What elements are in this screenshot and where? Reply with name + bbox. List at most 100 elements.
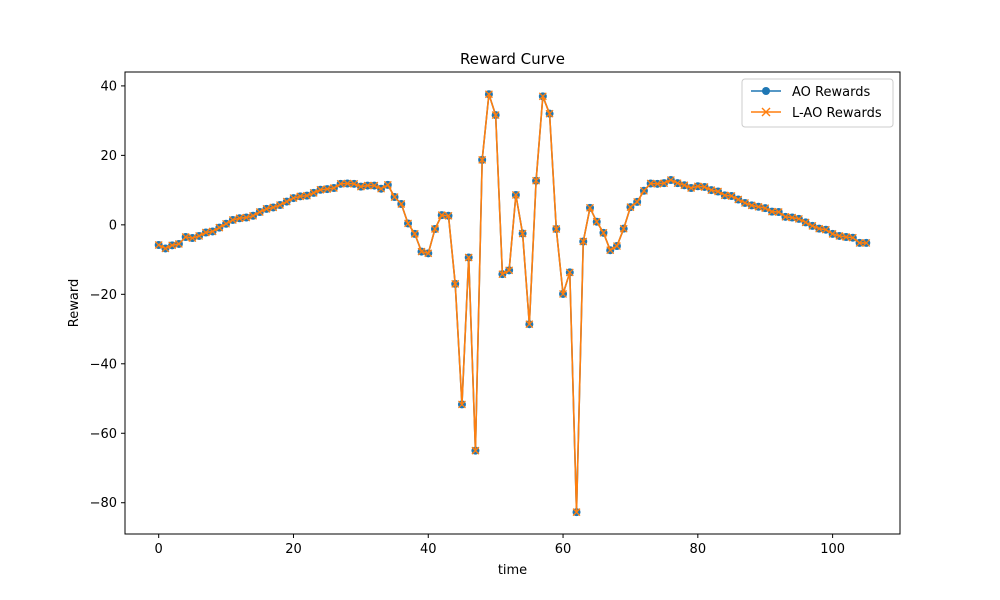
data-point	[586, 203, 594, 212]
data-point	[383, 180, 392, 189]
y-tick-label: 40	[100, 79, 117, 94]
data-point	[208, 227, 217, 236]
data-point	[572, 508, 581, 517]
series-line	[158, 93, 867, 513]
data-point	[855, 238, 864, 247]
data-point	[761, 204, 770, 213]
data-point	[323, 185, 332, 194]
data-point	[444, 211, 453, 220]
data-point	[774, 208, 783, 216]
data-point	[464, 253, 473, 262]
data-point	[693, 182, 702, 191]
y-tick-label: −80	[90, 496, 117, 511]
data-point	[262, 204, 271, 213]
data-point	[808, 221, 817, 230]
data-point	[727, 192, 736, 200]
data-point	[356, 182, 365, 191]
data-point	[518, 229, 527, 238]
data-point	[242, 213, 251, 222]
data-point	[417, 247, 426, 256]
data-point	[188, 234, 197, 243]
data-point	[431, 225, 439, 233]
data-point	[592, 217, 601, 226]
data-point	[565, 268, 574, 277]
data-point	[619, 224, 628, 233]
x-tick-label: 0	[155, 542, 163, 557]
data-point	[552, 225, 561, 233]
data-point	[269, 203, 278, 212]
data-point	[478, 155, 487, 164]
data-point	[363, 181, 372, 190]
data-point	[282, 197, 291, 206]
data-point	[612, 242, 621, 250]
data-point	[249, 211, 258, 220]
data-point	[174, 239, 183, 248]
data-point	[532, 176, 541, 185]
data-point	[835, 231, 844, 240]
data-point	[289, 194, 298, 203]
x-axis: 0 20 40 60 80 100	[155, 534, 845, 557]
legend-marker-ao	[762, 87, 770, 95]
data-point	[437, 211, 446, 220]
data-point	[794, 214, 803, 223]
data-point	[181, 233, 190, 241]
data-point	[228, 216, 237, 224]
data-point	[828, 229, 837, 238]
data-point	[296, 192, 305, 201]
data-point	[666, 176, 675, 184]
data-point	[653, 179, 662, 188]
y-axis-label: Reward	[67, 279, 82, 327]
data-point	[700, 183, 709, 191]
y-tick-label: 20	[100, 149, 117, 164]
legend-marker-lao	[761, 107, 771, 117]
data-point	[154, 241, 163, 249]
data-point	[329, 184, 338, 192]
data-point	[801, 218, 810, 227]
data-point	[255, 208, 264, 216]
data-point	[451, 279, 460, 288]
data-point	[235, 214, 244, 223]
data-point	[842, 233, 851, 241]
chart-title: Reward Curve	[460, 50, 565, 68]
data-point	[714, 187, 723, 196]
data-point	[781, 212, 790, 221]
data-point	[559, 290, 568, 298]
data-point	[848, 233, 857, 242]
data-point	[720, 191, 729, 200]
data-point	[687, 184, 696, 192]
data-point	[222, 219, 231, 228]
data-point	[680, 181, 689, 190]
data-point	[767, 207, 776, 216]
data-point	[505, 266, 514, 275]
data-point	[660, 179, 669, 188]
series-ao-rewards	[154, 90, 871, 517]
data-point	[626, 203, 635, 212]
data-point	[195, 231, 204, 240]
y-tick-label: −20	[90, 288, 117, 303]
data-point	[316, 185, 325, 194]
data-point	[788, 213, 797, 222]
data-point	[579, 237, 588, 246]
data-point	[545, 109, 554, 118]
legend-label-ao: AO Rewards	[792, 85, 870, 100]
y-tick-label: −40	[90, 357, 117, 372]
x-tick-label: 40	[420, 542, 437, 557]
x-tick-label: 100	[820, 542, 845, 557]
series-layer	[154, 90, 871, 517]
y-tick-label: −60	[90, 427, 117, 442]
data-point	[276, 201, 284, 210]
series-line	[158, 93, 867, 513]
data-point	[201, 228, 210, 237]
data-point	[606, 246, 615, 255]
data-point	[370, 181, 379, 190]
data-point	[350, 179, 359, 188]
data-point	[343, 179, 352, 188]
data-point	[336, 179, 345, 188]
data-point	[491, 111, 500, 120]
data-point	[821, 225, 830, 234]
data-point	[754, 202, 763, 211]
data-point	[377, 184, 386, 193]
data-point	[302, 191, 311, 200]
data-point	[741, 198, 749, 207]
